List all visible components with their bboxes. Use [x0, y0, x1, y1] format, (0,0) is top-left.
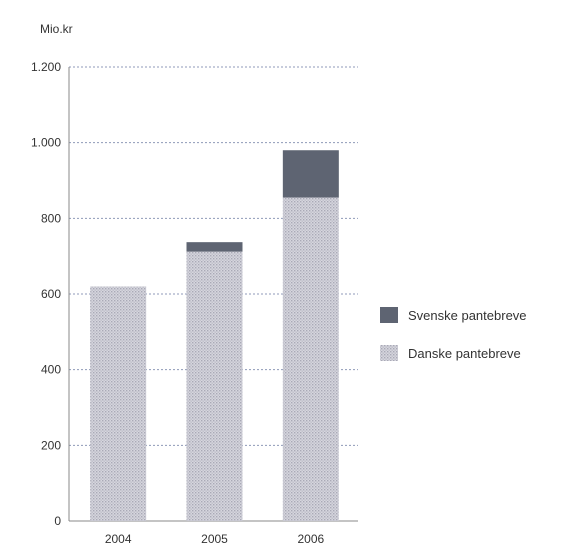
y-tick-label: 400 — [41, 363, 61, 377]
x-axis-ticks: 2004 2005 2006 — [105, 532, 325, 545]
legend-swatch — [380, 307, 398, 323]
y-tick-label: 800 — [41, 211, 61, 225]
legend-label: Svenske pantebreve — [408, 308, 527, 323]
bar-2005-series-0 — [186, 251, 243, 522]
y-tick-label: 1.000 — [31, 136, 61, 150]
bars — [90, 150, 339, 522]
legend: Svenske pantebreve Danske pantebreve — [380, 307, 527, 361]
bar-2006-series-0 — [282, 197, 339, 521]
y-axis-ticks: 0 200 400 600 800 1.000 1.200 — [31, 60, 61, 528]
y-tick-label: 600 — [41, 287, 61, 301]
x-tick-label: 2006 — [297, 532, 324, 545]
bar-2004-series-0 — [90, 286, 147, 521]
y-tick-label: 200 — [41, 438, 61, 452]
y-tick-label: 1.200 — [31, 60, 61, 74]
bar-2005-series-1 — [186, 242, 243, 252]
x-tick-label: 2005 — [201, 532, 228, 545]
y-axis-unit-label: Mio.kr — [40, 22, 73, 36]
bar-2006-series-1 — [282, 150, 339, 198]
y-tick-label: 0 — [54, 514, 61, 528]
x-tick-label: 2004 — [105, 532, 132, 545]
legend-swatch — [380, 345, 398, 361]
legend-label: Danske pantebreve — [408, 346, 521, 361]
